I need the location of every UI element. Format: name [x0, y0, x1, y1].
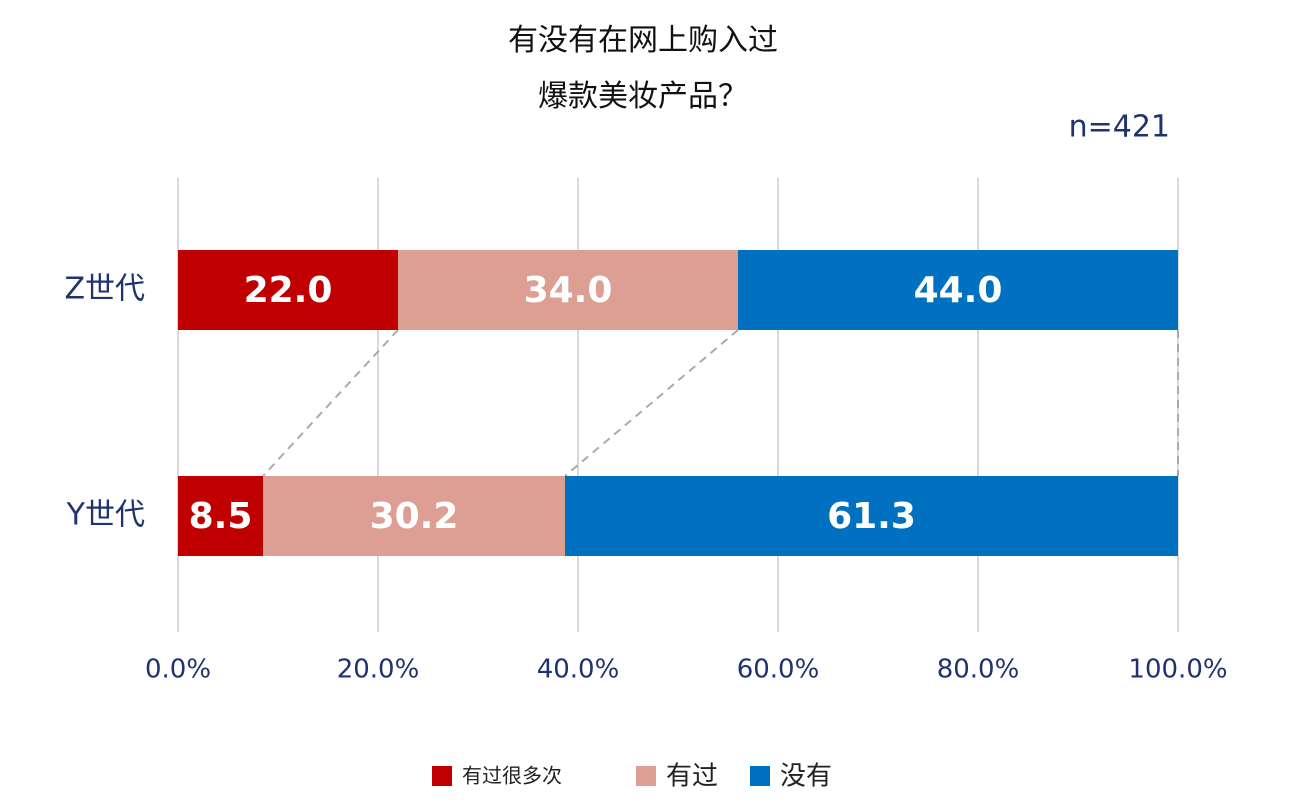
connector [262, 329, 399, 477]
bar-segment [178, 250, 398, 330]
legend-swatch [432, 766, 452, 786]
bar-segment [178, 476, 263, 556]
x-tick-label: 20.0% [337, 655, 420, 685]
bar-segment [398, 250, 738, 330]
legend-swatch [750, 766, 770, 786]
annotation: n=421 [1069, 110, 1170, 145]
x-tick-label: 0.0% [145, 655, 211, 685]
category-label: Z世代 [64, 272, 145, 307]
legend-label: 有过很多次 [462, 764, 562, 788]
category-label: Y世代 [66, 498, 145, 533]
value-label: 61.3 [827, 496, 916, 537]
bar-segment [565, 476, 1178, 556]
bar-segment [263, 476, 565, 556]
value-label: 30.2 [370, 496, 459, 537]
x-tick-label: 40.0% [537, 655, 620, 685]
legend-swatch [636, 766, 656, 786]
bar-segment [738, 250, 1178, 330]
x-tick-label: 60.0% [737, 655, 820, 685]
legend-label: 有过 [666, 762, 718, 792]
value-label: 34.0 [524, 270, 613, 311]
chart-title: 有没有在网上购入过 [508, 23, 778, 58]
connector [564, 329, 739, 477]
value-label: 44.0 [914, 270, 1003, 311]
chart-title: 爆款美妆产品？ [538, 79, 748, 114]
x-tick-label: 80.0% [937, 655, 1020, 685]
value-label: 8.5 [189, 496, 253, 537]
x-tick-label: 100.0% [1128, 655, 1227, 685]
legend-label: 没有 [780, 762, 832, 792]
value-label: 22.0 [244, 270, 333, 311]
